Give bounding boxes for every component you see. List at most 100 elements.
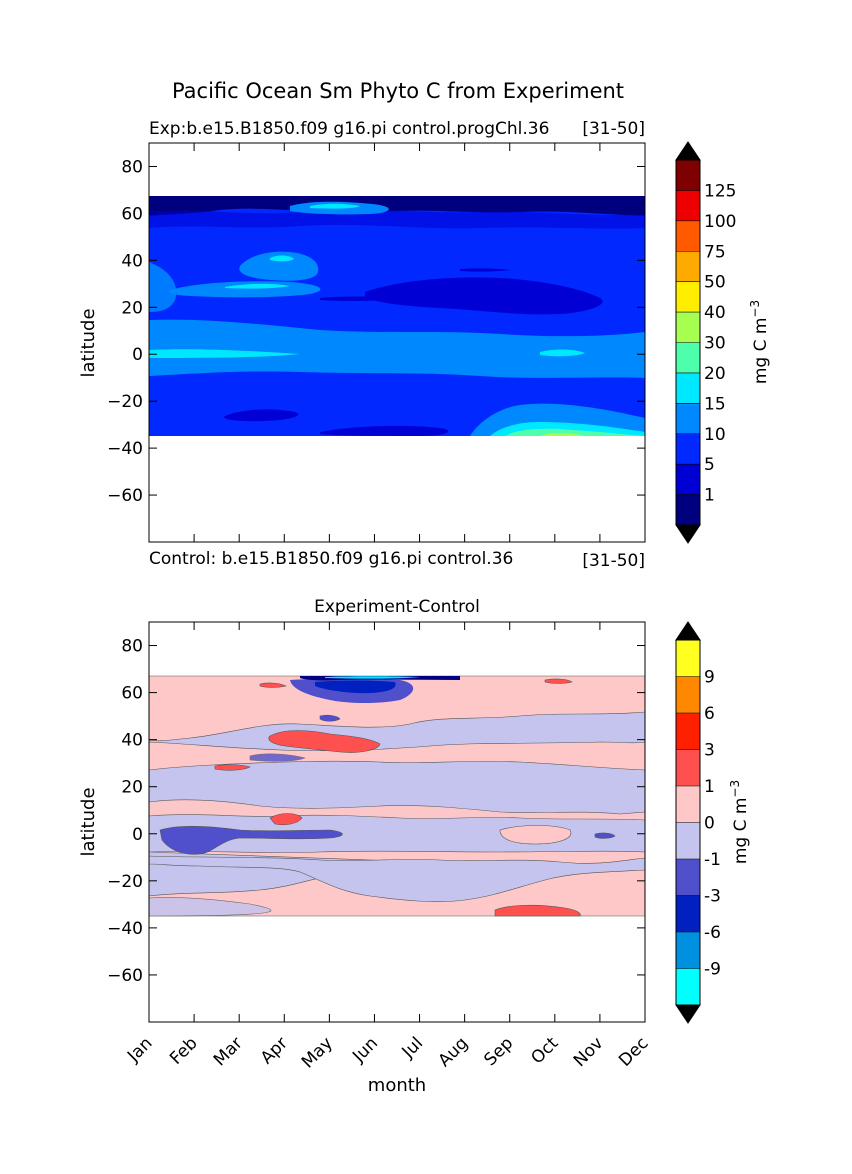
top-region-south-bloom-40 [540, 433, 585, 436]
top-region-gyre [365, 277, 603, 315]
colorbar-swatch [676, 932, 700, 969]
bottom-y-ticks: 80 60 40 20 0 −20 −40 −60 [107, 637, 645, 986]
top-region-mid-40n [239, 251, 319, 281]
colorbar-level-label: 10 [704, 425, 726, 445]
colorbar-level-label: 20 [704, 364, 726, 384]
x-tick-label: Sep [480, 1033, 517, 1070]
top-region-south-bloom-30 [505, 428, 645, 436]
bot-region-positive-north [149, 675, 645, 742]
y-tick-label: 20 [121, 298, 143, 318]
bot-region-strong-negative-core [315, 680, 396, 694]
y-tick-label: 20 [121, 778, 143, 798]
colorbar-level-label: 3 [704, 741, 715, 761]
x-tick-label: Feb [166, 1033, 201, 1068]
bot-region-positive-30n [214, 764, 251, 771]
bottom-colorbar: -9 -6 -3 -1 0 1 3 6 9 [675, 621, 721, 1024]
colorbar-over-triangle [675, 621, 701, 641]
colorbar-swatch [676, 676, 700, 713]
top-panel-title-right: [31-50] [582, 119, 645, 139]
top-panel-title: Exp:b.e15.B1850.f09 g16.pi control.progC… [149, 119, 549, 139]
top-region-mid-40n-hi [270, 255, 294, 262]
bottom-panel-title: Experiment-Control [314, 597, 480, 617]
top-region-gyre-streak-2 [460, 268, 510, 272]
y-tick-label: 60 [121, 684, 143, 704]
top-region-subpolar-5-10 [149, 209, 645, 229]
colorbar-level-label: 125 [704, 181, 736, 201]
top-panel: Exp:b.e15.B1850.f09 g16.pi control.progC… [78, 119, 771, 571]
colorbar-swatch [676, 895, 700, 932]
top-region-equatorial-band [149, 319, 645, 378]
figure-title: Pacific Ocean Sm Phyto C from Experiment [172, 79, 624, 103]
y-tick-label: −60 [107, 486, 143, 506]
colorbar-level-label: -3 [704, 887, 721, 907]
bot-region-negative-equator-west [159, 825, 343, 855]
x-tick-label: Mar [210, 1033, 247, 1070]
y-tick-label: 0 [132, 825, 143, 845]
bottom-contour-field [149, 675, 645, 917]
colorbar-level-label: 15 [704, 394, 726, 414]
x-tick-label: Aug [435, 1033, 473, 1071]
colorbar-swatch [676, 312, 700, 343]
top-region-high-lat [149, 196, 645, 216]
bot-region-negative-nov [594, 832, 616, 839]
colorbar-swatch [676, 160, 700, 191]
bot-region-arctic-edge-cyan [325, 676, 420, 679]
y-tick-label: −20 [107, 392, 143, 412]
y-tick-label: −40 [107, 439, 143, 459]
x-tick-label: May [298, 1033, 337, 1072]
bot-region-negative-mid [319, 714, 341, 722]
colorbar-over-triangle [675, 141, 701, 161]
bot-region-negative-40n [249, 753, 306, 762]
top-region-mid-30n-hi [225, 283, 290, 289]
y-tick-label: −20 [107, 872, 143, 892]
colorbar-swatch [676, 342, 700, 373]
top-region-gyre-streak [320, 296, 400, 302]
x-tick-label: Oct [527, 1033, 562, 1068]
bot-region-positive-10n [269, 813, 303, 826]
y-tick-label: −60 [107, 966, 143, 986]
bot-region-neg-south [149, 855, 645, 902]
x-tick-label: Apr [257, 1033, 292, 1068]
bot-region-positive-40n [268, 730, 381, 753]
colorbar-swatch [676, 281, 700, 313]
colorbar-level-label: 6 [704, 704, 715, 724]
x-tick-label: Nov [570, 1033, 608, 1071]
top-region-north-edge [149, 262, 177, 312]
y-tick-label: 40 [121, 251, 143, 271]
bottom-y-axis-label: latitude [78, 787, 99, 856]
colorbar-level-label: 75 [704, 242, 726, 262]
colorbar-level-label: -9 [704, 960, 721, 980]
bot-region-positive-sep [544, 678, 573, 684]
x-tick-label: Dec [615, 1033, 652, 1070]
colorbar-level-label: 5 [704, 455, 715, 475]
y-tick-label: 0 [132, 345, 143, 365]
colorbar-swatch [676, 859, 700, 896]
colorbar-swatch [676, 433, 700, 465]
top-region-south-blue [224, 409, 299, 422]
top-panel-bottom-label-right: [31-50] [582, 551, 645, 571]
bottom-colorbar-label: mg C m−3 [728, 780, 751, 864]
colorbar-level-label: -1 [704, 850, 721, 870]
top-y-axis-label: latitude [78, 308, 99, 377]
colorbar-swatch [676, 713, 700, 750]
colorbar-level-label: 30 [704, 334, 726, 354]
bot-region-neg-southwest [149, 897, 272, 917]
top-region-equatorial-east [540, 349, 585, 357]
colorbar-under-triangle [675, 524, 701, 544]
y-tick-label: −40 [107, 919, 143, 939]
colorbar-swatch [676, 220, 700, 252]
colorbar-swatch [676, 749, 700, 786]
y-tick-label: 80 [121, 637, 143, 657]
colorbar-swatch [676, 190, 700, 221]
top-region-south-blue-2 [320, 425, 449, 436]
y-tick-label: 40 [121, 731, 143, 751]
bot-region-positive-oct [499, 825, 572, 845]
bot-region-positive-64n [259, 682, 287, 688]
top-y-ticks: 80 60 40 20 0 −20 −40 −60 [107, 143, 646, 542]
y-tick-label: 60 [121, 204, 143, 224]
colorbar-swatch [676, 640, 700, 677]
colorbar-under-triangle [675, 1004, 701, 1024]
colorbar-swatch [676, 403, 700, 434]
top-contour-field [149, 196, 645, 436]
